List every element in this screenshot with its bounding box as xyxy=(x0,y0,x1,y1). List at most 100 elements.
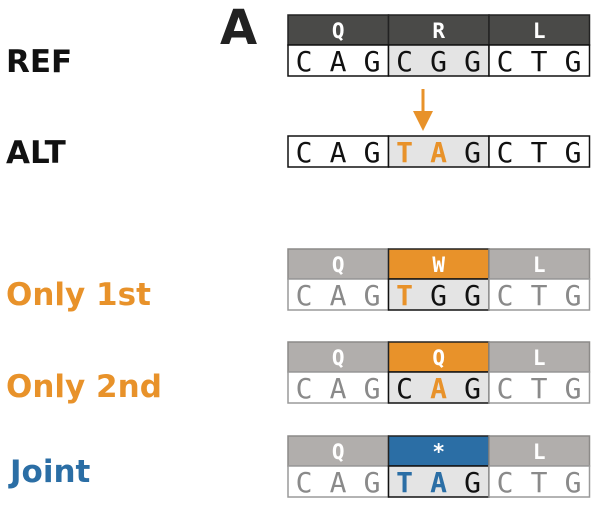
nucleotide: C xyxy=(497,372,514,405)
aa-letter: Q xyxy=(332,440,345,464)
row-label-joint: Joint xyxy=(8,454,91,490)
nucleotide: C xyxy=(497,279,514,312)
nucleotide: A xyxy=(330,279,347,312)
nucleotide: C xyxy=(296,372,313,405)
codon-box xyxy=(488,44,591,77)
mutation-arrow xyxy=(413,89,433,131)
nucleotide: G xyxy=(464,136,481,169)
codon-joint-2: * T A G xyxy=(387,435,490,499)
codon-ref-2: RC G G xyxy=(387,14,490,78)
nucleotide: C xyxy=(296,136,313,169)
row-label-ref: REF xyxy=(6,44,72,80)
aa-header-cell xyxy=(488,341,591,373)
nucleotide: T xyxy=(531,466,548,499)
aa-letter: Q xyxy=(432,346,445,370)
nucleotide: T xyxy=(531,279,548,312)
nucleotide: T xyxy=(396,136,413,169)
codon-only1-1: QC A G xyxy=(287,248,390,312)
codon-box xyxy=(287,465,390,498)
aa-letter: Q xyxy=(332,346,345,370)
aa-header-cell xyxy=(287,341,390,373)
aa-header-cell xyxy=(387,248,490,280)
codon-box xyxy=(488,465,591,498)
arrow-head xyxy=(413,111,433,131)
codon-box xyxy=(387,371,490,404)
codon-box xyxy=(287,371,390,404)
nucleotide: G xyxy=(565,279,582,312)
nucleotide: G xyxy=(364,279,381,312)
codon-box xyxy=(387,135,490,168)
aa-header-cell xyxy=(287,435,390,467)
row-label-only1: Only 1st xyxy=(6,277,151,313)
aa-letter: * xyxy=(432,440,445,464)
nucleotide: G xyxy=(565,136,582,169)
nucleotide: C xyxy=(296,279,313,312)
nucleotide: T xyxy=(531,372,548,405)
codon-only2-3: LC T G xyxy=(488,341,591,405)
aa-letter: L xyxy=(533,253,546,277)
codon-only1-2: WT G G xyxy=(387,248,490,312)
nucleotide: G xyxy=(364,466,381,499)
aa-letter: Q xyxy=(332,19,345,43)
codon-only2-1: QC A G xyxy=(287,341,390,405)
nucleotide: A xyxy=(330,466,347,499)
aa-letter: R xyxy=(432,19,445,43)
aa-letter: L xyxy=(533,346,546,370)
codon-box xyxy=(287,135,390,168)
aa-header-cell xyxy=(488,435,591,467)
nucleotide: A xyxy=(330,136,347,169)
codon-only2-2: QC A G xyxy=(387,341,490,405)
nucleotide: G xyxy=(565,372,582,405)
nucleotide: G xyxy=(430,279,447,312)
nucleotide: T xyxy=(531,136,548,169)
row-alt: ALT C A G T A G C T G xyxy=(6,135,591,171)
nucleotide: T xyxy=(396,279,413,312)
nucleotide: G xyxy=(565,45,582,78)
nucleotide: A xyxy=(430,136,447,169)
nucleotide: T xyxy=(396,466,413,499)
codon-box xyxy=(488,135,591,168)
panel-label: A xyxy=(220,0,257,56)
nucleotide: G xyxy=(364,136,381,169)
codon-only1-3: LC T G xyxy=(488,248,591,312)
row-label-only2: Only 2nd xyxy=(6,369,162,405)
nucleotide: C xyxy=(296,45,313,78)
nucleotide: G xyxy=(464,45,481,78)
aa-header-cell xyxy=(287,14,390,46)
nucleotide: A xyxy=(430,466,447,499)
nucleotide: C xyxy=(396,45,413,78)
nucleotide: G xyxy=(464,279,481,312)
aa-letter: W xyxy=(432,253,445,277)
nucleotide: C xyxy=(296,466,313,499)
codon-ref-1: QC A G xyxy=(287,14,390,78)
aa-header-cell xyxy=(287,248,390,280)
aa-header-cell xyxy=(488,248,591,280)
aa-letter: L xyxy=(533,19,546,43)
nucleotide: G xyxy=(364,372,381,405)
nucleotide: T xyxy=(531,45,548,78)
nucleotide: A xyxy=(330,372,347,405)
nucleotide: G xyxy=(364,45,381,78)
row-label-alt: ALT xyxy=(6,135,66,171)
nucleotide: A xyxy=(430,372,447,405)
codon-box xyxy=(488,278,591,311)
nucleotide: C xyxy=(497,45,514,78)
aa-letter: Q xyxy=(332,253,345,277)
codon-box xyxy=(488,371,591,404)
codon-box xyxy=(387,278,490,311)
nucleotide: G xyxy=(464,372,481,405)
nucleotide: C xyxy=(396,372,413,405)
codon-box xyxy=(387,465,490,498)
nucleotide: G xyxy=(430,45,447,78)
codon-joint-1: QC A G xyxy=(287,435,390,499)
nucleotide: C xyxy=(497,466,514,499)
